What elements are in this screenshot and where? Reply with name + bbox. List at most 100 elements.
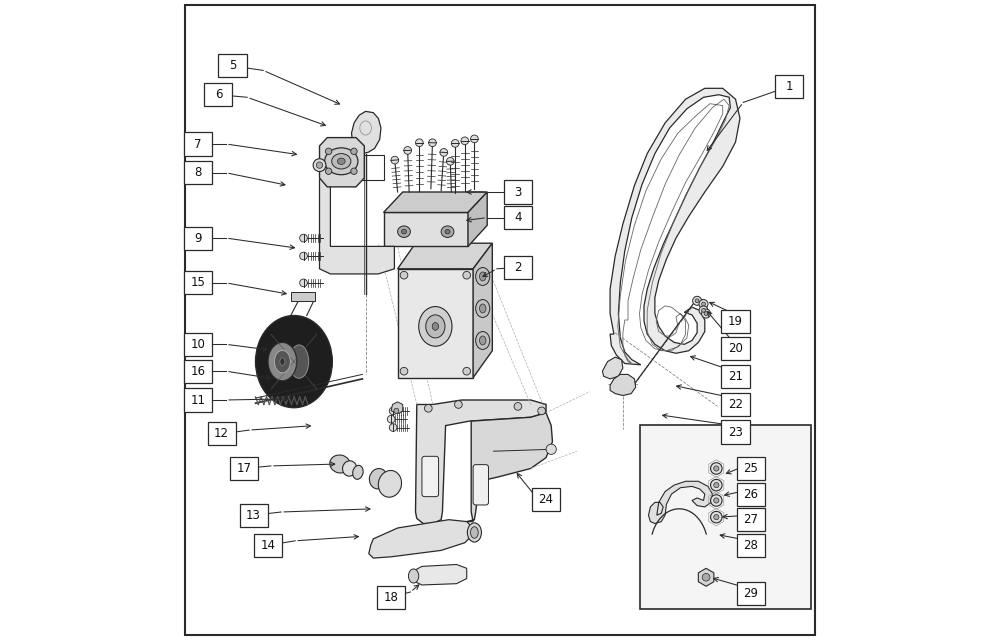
Circle shape [451, 140, 459, 147]
Ellipse shape [343, 461, 357, 476]
Bar [291, 292, 315, 301]
Circle shape [702, 309, 711, 318]
Circle shape [704, 312, 708, 316]
Polygon shape [467, 413, 552, 522]
Text: 5: 5 [229, 60, 236, 72]
Polygon shape [468, 192, 487, 246]
Circle shape [711, 463, 722, 474]
Text: 23: 23 [728, 426, 743, 438]
Text: 25: 25 [743, 462, 758, 475]
Polygon shape [473, 243, 492, 378]
Text: 22: 22 [728, 398, 743, 411]
Polygon shape [414, 564, 467, 585]
Circle shape [461, 137, 469, 145]
Ellipse shape [398, 226, 410, 237]
FancyBboxPatch shape [775, 75, 803, 98]
FancyBboxPatch shape [473, 465, 488, 505]
Circle shape [714, 483, 719, 488]
Circle shape [714, 515, 719, 520]
Text: 28: 28 [743, 539, 758, 552]
Circle shape [325, 148, 332, 154]
Text: 1: 1 [786, 80, 793, 93]
Circle shape [463, 271, 471, 279]
Circle shape [714, 498, 719, 503]
Text: 19: 19 [728, 315, 743, 328]
Ellipse shape [476, 268, 490, 285]
FancyBboxPatch shape [254, 534, 282, 557]
FancyBboxPatch shape [721, 337, 750, 360]
Circle shape [693, 296, 702, 305]
FancyBboxPatch shape [721, 393, 750, 416]
Circle shape [429, 139, 436, 147]
Circle shape [325, 168, 332, 175]
Ellipse shape [378, 470, 402, 497]
Ellipse shape [256, 316, 332, 408]
Circle shape [416, 139, 423, 147]
Text: 18: 18 [384, 591, 399, 604]
Circle shape [514, 403, 522, 410]
Ellipse shape [408, 569, 419, 583]
FancyBboxPatch shape [504, 180, 532, 204]
Text: 8: 8 [194, 166, 202, 179]
Text: 17: 17 [237, 462, 252, 475]
Text: 29: 29 [743, 588, 758, 600]
Polygon shape [352, 111, 381, 154]
Polygon shape [320, 179, 394, 274]
FancyBboxPatch shape [504, 256, 532, 279]
Ellipse shape [268, 342, 297, 381]
Circle shape [702, 573, 710, 581]
Circle shape [463, 367, 471, 375]
Text: 11: 11 [190, 394, 205, 406]
FancyBboxPatch shape [737, 457, 765, 480]
Bar [640, 425, 811, 609]
Circle shape [387, 415, 395, 423]
Circle shape [351, 148, 357, 154]
Circle shape [699, 306, 708, 315]
Ellipse shape [337, 158, 345, 164]
Circle shape [300, 252, 307, 260]
FancyBboxPatch shape [184, 227, 212, 250]
Ellipse shape [445, 229, 450, 234]
Text: 26: 26 [743, 488, 758, 500]
Text: 9: 9 [194, 232, 202, 244]
Ellipse shape [476, 332, 490, 349]
Text: 2: 2 [514, 261, 522, 274]
Circle shape [400, 271, 408, 279]
Polygon shape [610, 374, 636, 396]
Text: 13: 13 [246, 509, 261, 522]
FancyBboxPatch shape [184, 271, 212, 294]
Circle shape [711, 479, 722, 491]
Circle shape [389, 424, 397, 431]
FancyBboxPatch shape [208, 422, 236, 445]
FancyBboxPatch shape [721, 310, 750, 333]
FancyBboxPatch shape [737, 483, 765, 506]
Polygon shape [391, 402, 403, 413]
FancyBboxPatch shape [504, 206, 532, 229]
Circle shape [313, 159, 326, 172]
Ellipse shape [432, 323, 439, 330]
Circle shape [391, 156, 399, 164]
Circle shape [702, 308, 705, 312]
Ellipse shape [480, 304, 486, 313]
Ellipse shape [480, 272, 486, 281]
Circle shape [351, 168, 357, 175]
Circle shape [711, 495, 722, 506]
Ellipse shape [274, 351, 290, 372]
Polygon shape [602, 357, 623, 379]
Ellipse shape [471, 527, 478, 538]
Text: 27: 27 [743, 513, 758, 526]
Text: 12: 12 [214, 428, 229, 440]
Text: 15: 15 [190, 276, 205, 289]
Ellipse shape [441, 226, 454, 237]
Circle shape [699, 300, 708, 308]
FancyBboxPatch shape [737, 508, 765, 531]
Ellipse shape [280, 358, 285, 365]
Circle shape [300, 234, 307, 242]
Text: 6: 6 [215, 88, 222, 101]
Circle shape [538, 407, 545, 415]
Circle shape [446, 157, 454, 165]
Ellipse shape [353, 465, 363, 479]
Polygon shape [610, 88, 740, 365]
Ellipse shape [419, 307, 452, 346]
Polygon shape [320, 138, 364, 187]
